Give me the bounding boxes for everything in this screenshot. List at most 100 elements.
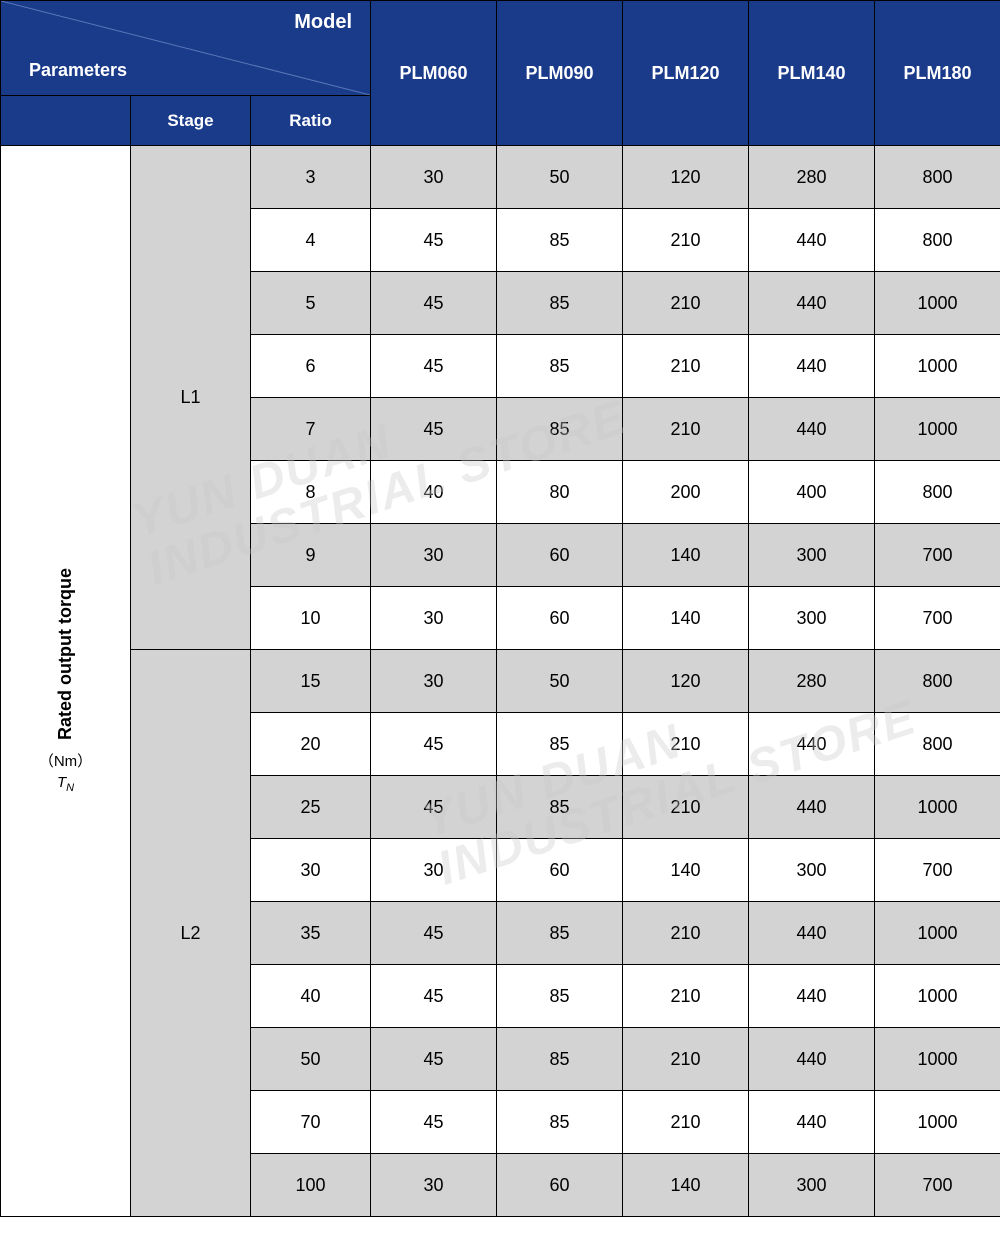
parameter-name-cell: Rated output torque （Nm） TN <box>1 146 131 1217</box>
data-cell: 440 <box>749 713 875 776</box>
data-cell: 440 <box>749 272 875 335</box>
data-cell: 85 <box>497 335 623 398</box>
data-cell: 440 <box>749 1028 875 1091</box>
ratio-cell: 50 <box>251 1028 371 1091</box>
header-stage: Stage <box>131 96 251 146</box>
data-cell: 45 <box>371 902 497 965</box>
data-cell: 800 <box>875 461 1000 524</box>
data-cell: 45 <box>371 335 497 398</box>
data-cell: 30 <box>371 587 497 650</box>
data-cell: 210 <box>623 1091 749 1154</box>
ratio-cell: 3 <box>251 146 371 209</box>
data-cell: 45 <box>371 776 497 839</box>
data-cell: 45 <box>371 1091 497 1154</box>
data-cell: 85 <box>497 1091 623 1154</box>
data-cell: 1000 <box>875 335 1000 398</box>
data-cell: 80 <box>497 461 623 524</box>
ratio-cell: 35 <box>251 902 371 965</box>
model-col-plm180: PLM180 <box>875 1 1000 146</box>
data-cell: 440 <box>749 902 875 965</box>
data-cell: 800 <box>875 713 1000 776</box>
data-cell: 60 <box>497 524 623 587</box>
header-blank <box>1 96 131 146</box>
data-cell: 45 <box>371 209 497 272</box>
data-cell: 50 <box>497 650 623 713</box>
parameter-symbol: TN <box>57 774 74 791</box>
data-cell: 440 <box>749 965 875 1028</box>
data-cell: 1000 <box>875 398 1000 461</box>
data-cell: 85 <box>497 398 623 461</box>
data-cell: 45 <box>371 272 497 335</box>
data-cell: 210 <box>623 272 749 335</box>
header-parameters-model: Model Parameters <box>1 1 371 96</box>
model-col-plm120: PLM120 <box>623 1 749 146</box>
data-cell: 400 <box>749 461 875 524</box>
parameters-label: Parameters <box>29 60 127 81</box>
data-cell: 60 <box>497 839 623 902</box>
ratio-cell: 7 <box>251 398 371 461</box>
data-cell: 60 <box>497 587 623 650</box>
data-cell: 210 <box>623 1028 749 1091</box>
data-cell: 300 <box>749 1154 875 1217</box>
ratio-cell: 4 <box>251 209 371 272</box>
data-cell: 40 <box>371 461 497 524</box>
data-cell: 1000 <box>875 902 1000 965</box>
data-cell: 280 <box>749 650 875 713</box>
data-cell: 45 <box>371 965 497 1028</box>
data-cell: 700 <box>875 524 1000 587</box>
data-cell: 700 <box>875 1154 1000 1217</box>
ratio-cell: 40 <box>251 965 371 1028</box>
data-cell: 140 <box>623 1154 749 1217</box>
data-cell: 210 <box>623 209 749 272</box>
torque-table-container: Model Parameters PLM060PLM090PLM120PLM14… <box>0 0 1000 1217</box>
data-cell: 210 <box>623 713 749 776</box>
data-cell: 30 <box>371 524 497 587</box>
data-cell: 210 <box>623 335 749 398</box>
data-cell: 50 <box>497 146 623 209</box>
data-cell: 210 <box>623 776 749 839</box>
ratio-cell: 30 <box>251 839 371 902</box>
data-cell: 1000 <box>875 1028 1000 1091</box>
data-cell: 800 <box>875 146 1000 209</box>
data-cell: 440 <box>749 1091 875 1154</box>
data-cell: 440 <box>749 209 875 272</box>
data-cell: 45 <box>371 713 497 776</box>
data-cell: 85 <box>497 902 623 965</box>
model-label: Model <box>294 11 352 34</box>
table-row: L2153050120280800 <box>1 650 1000 713</box>
data-cell: 85 <box>497 272 623 335</box>
data-cell: 30 <box>371 1154 497 1217</box>
data-cell: 30 <box>371 146 497 209</box>
data-cell: 60 <box>497 1154 623 1217</box>
data-cell: 45 <box>371 1028 497 1091</box>
ratio-cell: 5 <box>251 272 371 335</box>
ratio-cell: 9 <box>251 524 371 587</box>
ratio-cell: 70 <box>251 1091 371 1154</box>
data-cell: 120 <box>623 146 749 209</box>
data-cell: 85 <box>497 1028 623 1091</box>
data-cell: 85 <box>497 209 623 272</box>
data-cell: 440 <box>749 335 875 398</box>
ratio-cell: 25 <box>251 776 371 839</box>
data-cell: 85 <box>497 713 623 776</box>
ratio-cell: 6 <box>251 335 371 398</box>
data-cell: 45 <box>371 398 497 461</box>
data-cell: 800 <box>875 209 1000 272</box>
parameter-unit: （Nm） <box>39 753 92 770</box>
ratio-cell: 15 <box>251 650 371 713</box>
ratio-cell: 8 <box>251 461 371 524</box>
stage-l1: L1 <box>131 146 251 650</box>
data-cell: 200 <box>623 461 749 524</box>
model-col-plm060: PLM060 <box>371 1 497 146</box>
model-col-plm090: PLM090 <box>497 1 623 146</box>
parameter-name: Rated output torque <box>55 568 76 740</box>
data-cell: 140 <box>623 587 749 650</box>
data-cell: 440 <box>749 776 875 839</box>
data-cell: 30 <box>371 839 497 902</box>
data-cell: 140 <box>623 839 749 902</box>
data-cell: 280 <box>749 146 875 209</box>
data-cell: 300 <box>749 524 875 587</box>
data-cell: 30 <box>371 650 497 713</box>
data-cell: 800 <box>875 650 1000 713</box>
table-row: Rated output torque （Nm） TNL133050120280… <box>1 146 1000 209</box>
